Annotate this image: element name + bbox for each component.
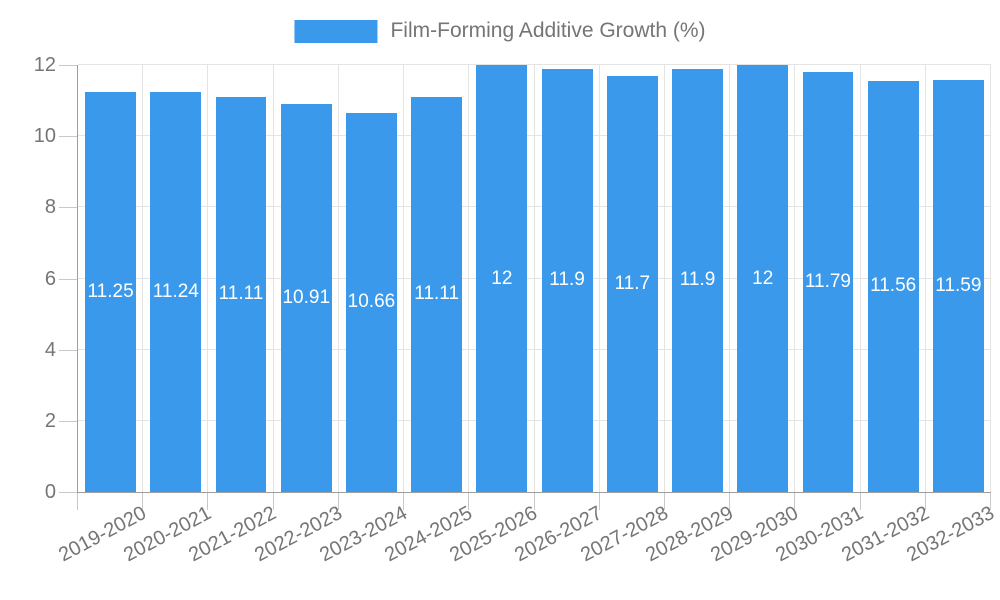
y-tick — [59, 278, 77, 280]
y-tick — [59, 420, 77, 422]
plot-area: 11.25 11.24 11.11 10.91 10.66 11.11 12 11.9 11.7… — [77, 64, 991, 493]
bar-value-label: 11.24 — [152, 281, 199, 303]
v-gridline — [794, 65, 796, 492]
bar-value-label: 12 — [752, 267, 774, 289]
y-tick-label: 8 — [44, 196, 56, 219]
bar[interactable]: 12 — [737, 65, 789, 492]
bar-value-label: 11.9 — [549, 269, 585, 291]
bar[interactable]: 11.79 — [802, 72, 854, 492]
v-gridline — [533, 65, 535, 492]
bar-value-label: 12 — [491, 267, 513, 289]
y-tick-label: 12 — [33, 54, 56, 76]
bar-value-label: 10.66 — [347, 291, 396, 313]
v-gridline — [663, 65, 665, 492]
bar[interactable]: 11.59 — [932, 79, 984, 492]
bar[interactable]: 10.91 — [280, 103, 332, 492]
bar-value-label: 11.25 — [87, 280, 134, 302]
bar[interactable]: 12 — [476, 65, 528, 492]
bar-value-label: 10.91 — [282, 286, 331, 308]
bar[interactable]: 11.25 — [85, 91, 137, 492]
x-tick — [859, 492, 861, 510]
bar-value-label: 11.11 — [414, 283, 460, 305]
x-tick — [207, 492, 209, 510]
x-tick — [533, 492, 535, 510]
y-tick — [59, 136, 77, 138]
x-tick — [77, 492, 78, 510]
x-tick — [142, 492, 144, 510]
x-tick — [272, 492, 274, 510]
y-tick-label: 6 — [44, 267, 56, 290]
bar[interactable]: 11.24 — [150, 92, 202, 492]
v-gridline — [729, 65, 731, 492]
y-tick — [59, 65, 77, 66]
bar[interactable]: 11.11 — [215, 96, 267, 492]
v-gridline — [598, 65, 600, 492]
bar-value-label: 11.79 — [804, 271, 852, 293]
chart-legend[interactable]: Film-Forming Additive Growth (%) — [294, 19, 706, 43]
bar[interactable]: 10.66 — [346, 112, 397, 492]
y-tick — [59, 349, 77, 351]
bar-value-label: 11.9 — [679, 269, 716, 291]
y-tick — [59, 492, 77, 493]
h-gridline — [78, 206, 991, 208]
x-tick — [468, 492, 470, 510]
h-gridline — [78, 419, 991, 421]
x-tick — [729, 492, 731, 510]
v-gridline — [142, 65, 144, 492]
h-gridline — [78, 135, 991, 137]
x-tick — [598, 492, 600, 510]
v-gridline — [272, 65, 274, 492]
v-gridline — [468, 65, 470, 492]
h-gridline — [78, 348, 991, 350]
legend-label: Film-Forming Additive Growth (%) — [390, 19, 706, 42]
bar-value-label: 11.11 — [218, 283, 264, 305]
h-gridline — [78, 277, 991, 279]
bar[interactable]: 11.9 — [672, 68, 723, 492]
v-gridline — [207, 65, 209, 492]
bar[interactable]: 11.7 — [606, 75, 658, 492]
x-tick — [990, 492, 991, 510]
v-gridline — [403, 65, 405, 492]
bar[interactable]: 11.11 — [411, 96, 463, 492]
y-tick-label: 10 — [33, 125, 56, 148]
x-tick — [663, 492, 665, 510]
x-tick — [794, 492, 796, 510]
legend-swatch-icon — [294, 19, 378, 43]
v-gridline — [337, 65, 339, 492]
y-tick-label: 4 — [44, 338, 56, 361]
bar[interactable]: 11.56 — [867, 80, 919, 492]
x-tick — [403, 492, 405, 510]
bar-value-label: 11.59 — [935, 274, 982, 296]
v-gridline — [990, 65, 991, 492]
y-tick-label: 2 — [44, 409, 56, 432]
v-gridline — [859, 65, 861, 492]
bar-value-label: 11.7 — [614, 272, 651, 294]
v-gridline — [924, 65, 926, 492]
h-gridline — [78, 64, 991, 65]
bar-value-label: 11.56 — [870, 275, 917, 297]
x-tick — [924, 492, 926, 510]
y-tick-label: 0 — [44, 481, 56, 503]
bar[interactable]: 11.9 — [541, 68, 593, 492]
y-tick — [59, 207, 77, 209]
x-tick — [337, 492, 339, 510]
